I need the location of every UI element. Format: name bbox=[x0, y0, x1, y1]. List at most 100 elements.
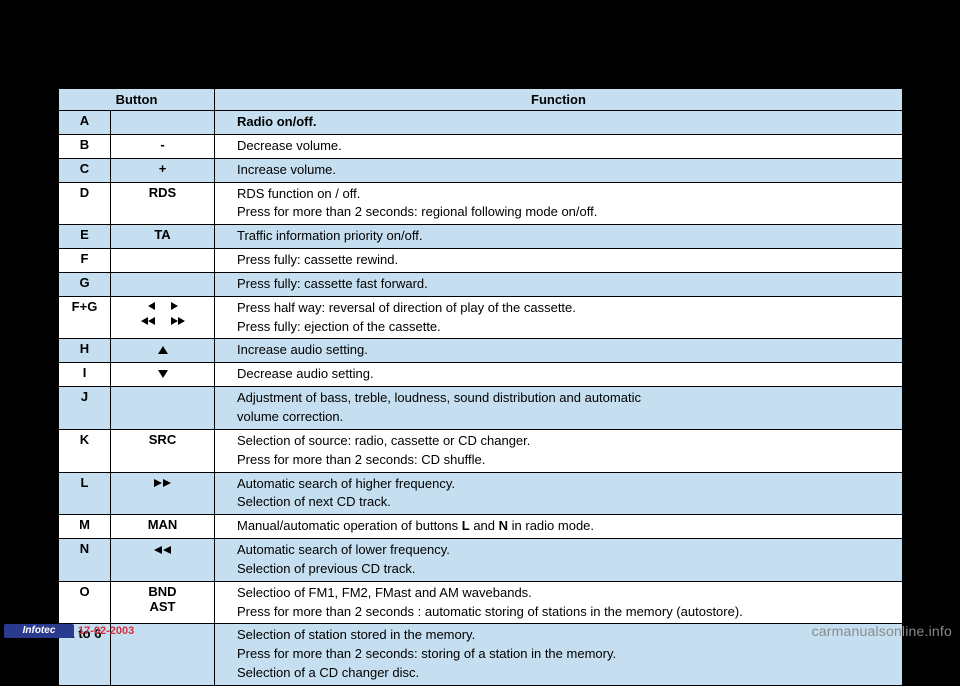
rw-icon bbox=[153, 541, 173, 556]
row-function-text: Selection of next CD track. bbox=[237, 493, 896, 512]
row-letter: K bbox=[59, 429, 111, 472]
row-function-text: Selection of previous CD track. bbox=[237, 560, 896, 579]
row-letter: A bbox=[59, 111, 111, 135]
row-symbol: RDS bbox=[111, 182, 215, 225]
table-row: B- Decrease volume. bbox=[59, 134, 903, 158]
brand-badge: Infotec bbox=[4, 624, 74, 638]
row-function: Decrease volume. bbox=[215, 134, 903, 158]
row-function: Automatic search of higher frequency.Sel… bbox=[215, 472, 903, 515]
row-symbol-text: BND bbox=[148, 584, 176, 599]
row-symbol: BNDAST bbox=[111, 581, 215, 624]
row-function-text: Manual/automatic operation of buttons L … bbox=[237, 517, 896, 536]
table-row: KSRC Selection of source: radio, cassette… bbox=[59, 429, 903, 472]
row-function-text: Increase volume. bbox=[237, 161, 896, 180]
row-letter: E bbox=[59, 225, 111, 249]
row-function: Traffic information priority on/off. bbox=[215, 225, 903, 249]
row-function-text: Traffic information priority on/off. bbox=[237, 227, 896, 246]
table-row: N Automatic search of lower frequency.Sel… bbox=[59, 539, 903, 582]
row-function-text: RDS function on / off. bbox=[237, 185, 896, 204]
row-function-text: Selectioo of FM1, FM2, FMast and AM wave… bbox=[237, 584, 896, 603]
table-row: GPress fully: cassette fast forward. bbox=[59, 272, 903, 296]
row-function: Adjustment of bass, treble, loudness, so… bbox=[215, 387, 903, 430]
row-symbol: TA bbox=[111, 225, 215, 249]
row-function-text: Press for more than 2 seconds: CD shuffl… bbox=[237, 451, 896, 470]
row-function-text: Automatic search of lower frequency. bbox=[237, 541, 896, 560]
row-function: Automatic search of lower frequency.Sele… bbox=[215, 539, 903, 582]
row-function-text: Decrease volume. bbox=[237, 137, 896, 156]
row-function-text: Press half way: reversal of direction of… bbox=[237, 299, 896, 318]
watermark: carmanualsonline.info bbox=[812, 624, 952, 638]
row-function-text: Press for more than 2 seconds: regional … bbox=[237, 203, 896, 222]
row-letter: F bbox=[59, 249, 111, 273]
up-icon bbox=[157, 341, 169, 356]
row-function-text: Radio on/off. bbox=[237, 113, 896, 132]
row-letter: C bbox=[59, 158, 111, 182]
row-symbol: + bbox=[111, 158, 215, 182]
controls-table: Button Function A Radio on/off. B- Decrease… bbox=[58, 88, 903, 686]
row-function-text: Press fully: cassette fast forward. bbox=[237, 275, 896, 294]
table-row: H Increase audio setting. bbox=[59, 339, 903, 363]
row-function-text: Press fully: ejection of the cassette. bbox=[237, 318, 896, 337]
row-function: Increase audio setting. bbox=[215, 339, 903, 363]
row-symbol bbox=[111, 296, 215, 339]
row-letter: N bbox=[59, 539, 111, 582]
row-symbol bbox=[111, 272, 215, 296]
down-icon bbox=[157, 365, 169, 380]
ff-icon bbox=[153, 475, 173, 490]
row-symbol: SRC bbox=[111, 429, 215, 472]
table-row: A Radio on/off. bbox=[59, 111, 903, 135]
row-function-text: Selection of a CD changer disc. bbox=[237, 664, 896, 683]
row-symbol: - bbox=[111, 134, 215, 158]
footer: Infotec 17-02-2003 carmanualsonline.info bbox=[0, 623, 960, 639]
manual-page: Button Function A Radio on/off. B- Decrease… bbox=[58, 88, 903, 686]
table-row: F Press fully: cassette rewind. bbox=[59, 249, 903, 273]
row-symbol bbox=[111, 339, 215, 363]
row-function: Increase volume. bbox=[215, 158, 903, 182]
table-row: LAutomatic search of higher frequency.Se… bbox=[59, 472, 903, 515]
table-row: MMAN Manual/automatic operation of button… bbox=[59, 515, 903, 539]
row-function-text: Selection of source: radio, cassette or … bbox=[237, 432, 896, 451]
table-row: OBNDASTSelectioo of FM1, FM2, FMast and … bbox=[59, 581, 903, 624]
row-function: Press fully: cassette rewind. bbox=[215, 249, 903, 273]
table-row: J Adjustment of bass, treble, loudness, s… bbox=[59, 387, 903, 430]
header-function: Function bbox=[215, 89, 903, 111]
row-function: Radio on/off. bbox=[215, 111, 903, 135]
header-button: Button bbox=[59, 89, 215, 111]
row-letter: I bbox=[59, 363, 111, 387]
row-function: Manual/automatic operation of buttons L … bbox=[215, 515, 903, 539]
row-function-text: volume correction. bbox=[237, 408, 896, 427]
row-letter: H bbox=[59, 339, 111, 363]
row-letter: B bbox=[59, 134, 111, 158]
row-symbol bbox=[111, 387, 215, 430]
row-function-text: Automatic search of higher frequency. bbox=[237, 475, 896, 494]
row-symbol bbox=[111, 363, 215, 387]
row-symbol: MAN bbox=[111, 515, 215, 539]
row-letter: J bbox=[59, 387, 111, 430]
table-row: DRDSRDS function on / off.Press for more… bbox=[59, 182, 903, 225]
row-function-text: Press for more than 2 seconds : automati… bbox=[237, 603, 896, 622]
row-symbol bbox=[111, 111, 215, 135]
row-function-text: Press fully: cassette rewind. bbox=[237, 251, 896, 270]
row-symbol-text: AST bbox=[150, 599, 176, 614]
row-letter: O bbox=[59, 581, 111, 624]
row-function: Press fully: cassette fast forward. bbox=[215, 272, 903, 296]
table-row: ETA Traffic information priority on/off. bbox=[59, 225, 903, 249]
footer-date: 17-02-2003 bbox=[78, 624, 134, 638]
row-function: Press half way: reversal of direction of… bbox=[215, 296, 903, 339]
row-function-text: Press for more than 2 seconds: storing o… bbox=[237, 645, 896, 664]
table-row: C+ Increase volume. bbox=[59, 158, 903, 182]
row-function: RDS function on / off.Press for more tha… bbox=[215, 182, 903, 225]
fg-icon bbox=[117, 299, 208, 328]
row-letter: F+G bbox=[59, 296, 111, 339]
row-function: Decrease audio setting. bbox=[215, 363, 903, 387]
table-row: F+G Press half way: reversal of direction… bbox=[59, 296, 903, 339]
table-row: I Decrease audio setting. bbox=[59, 363, 903, 387]
row-letter: D bbox=[59, 182, 111, 225]
row-symbol bbox=[111, 249, 215, 273]
row-function: Selectioo of FM1, FM2, FMast and AM wave… bbox=[215, 581, 903, 624]
row-function-text: Adjustment of bass, treble, loudness, so… bbox=[237, 389, 896, 408]
row-letter: M bbox=[59, 515, 111, 539]
row-function: Selection of source: radio, cassette or … bbox=[215, 429, 903, 472]
row-function-text: Decrease audio setting. bbox=[237, 365, 896, 384]
row-function-text: Increase audio setting. bbox=[237, 341, 896, 360]
